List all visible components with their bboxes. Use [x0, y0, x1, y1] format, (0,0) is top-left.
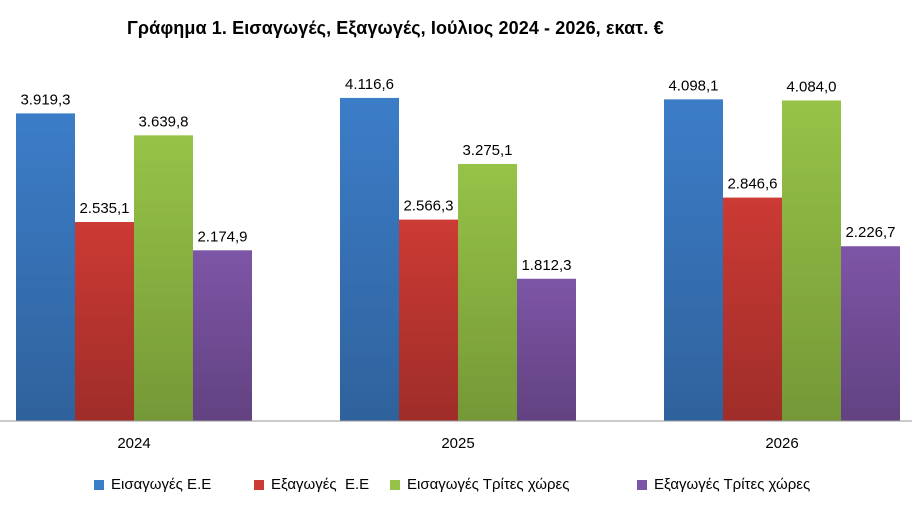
data-label: 4.098,1: [668, 77, 718, 94]
legend-label: Εισαγωγές Ε.Ε: [111, 476, 212, 493]
chart-title: Γράφημα 1. Εισαγωγές, Εξαγωγές, Ιούλιος …: [127, 18, 664, 38]
data-label: 3.275,1: [462, 142, 512, 159]
data-label: 4.084,0: [786, 78, 836, 95]
legend-swatch: [94, 479, 104, 490]
data-label: 2.174,9: [197, 228, 247, 245]
data-label: 2.535,1: [79, 200, 129, 217]
data-label: 3.919,3: [20, 91, 70, 108]
bar-2025-series-2: [399, 219, 458, 421]
bar-2025-series-3: [458, 163, 517, 421]
bar-2026-series-3: [782, 100, 841, 421]
bar-2024-series-4: [193, 250, 252, 421]
legend-swatch: [637, 479, 647, 490]
bar-2026-series-1: [664, 99, 723, 422]
legend-item: Εξαγωγές Ε.Ε: [254, 476, 369, 493]
legend-item: Εισαγωγές Ε.Ε: [94, 476, 211, 493]
legend-item: Εισαγωγές Τρίτες χώρες: [390, 476, 569, 493]
data-label: 2.566,3: [403, 198, 453, 215]
legend-label: Εξαγωγές Τρίτες χώρες: [654, 476, 811, 493]
data-label: 2.846,6: [727, 176, 777, 193]
bar-2024-series-2: [75, 222, 134, 421]
bar-2025-series-4: [517, 278, 576, 421]
x-tick-label: 2024: [117, 435, 150, 452]
bar-2024-series-1: [16, 113, 75, 422]
bar-2025-series-1: [340, 97, 399, 421]
legend-label: Εξαγωγές Ε.Ε: [271, 476, 370, 493]
legend-label: Εισαγωγές Τρίτες χώρες: [407, 476, 570, 493]
bar-2024-series-3: [134, 135, 193, 421]
bar-2026-series-2: [723, 197, 782, 421]
legend-swatch: [390, 479, 400, 490]
x-tick-label: 2026: [765, 435, 798, 452]
data-label: 2.226,7: [845, 224, 895, 241]
legend-item: Εξαγωγές Τρίτες χώρες: [637, 476, 810, 493]
x-tick-label: 2025: [441, 435, 474, 452]
chart-legend: Εισαγωγές Ε.Ε Εξαγωγές Ε.Ε Εισαγωγές Τρίτε…: [0, 476, 912, 498]
data-label: 1.812,3: [521, 257, 571, 274]
legend-swatch: [254, 479, 264, 490]
data-label: 3.639,8: [138, 113, 188, 130]
bar-2026-series-4: [841, 246, 900, 421]
data-label: 4.116,6: [345, 76, 394, 93]
